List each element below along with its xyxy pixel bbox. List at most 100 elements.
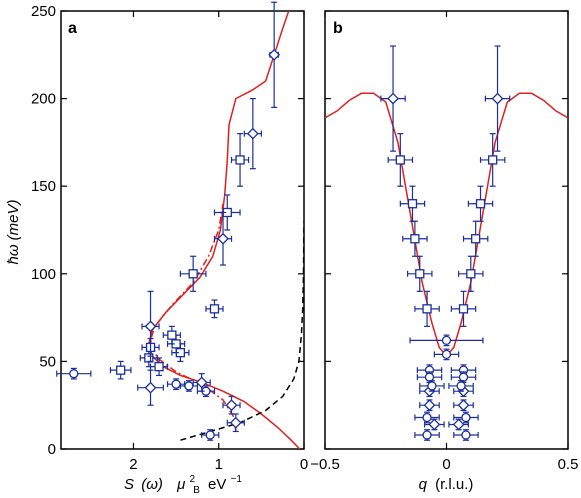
circle-marker: [427, 381, 437, 391]
panel-a-diamond-point: [213, 211, 233, 266]
panel-b-diamond-point: [453, 399, 474, 412]
panel-b-square-point: [450, 290, 477, 327]
panel-a-diamond-point: [268, 1, 281, 108]
panel-a-xtick-label: 2: [129, 456, 137, 473]
panel-b-square-point: [479, 133, 506, 187]
square-marker: [154, 362, 164, 372]
square-marker: [475, 199, 486, 209]
panel-b-circle-point: [453, 411, 479, 424]
panel-b-frame: [324, 10, 569, 450]
panel-b-label: b: [333, 20, 343, 37]
circle-marker: [69, 369, 79, 379]
panel-b-xlabel-unit: (r.l.u.): [435, 476, 473, 493]
diamond-marker: [491, 92, 504, 105]
square-marker: [144, 353, 154, 363]
panel-a-diamond-point: [222, 395, 241, 415]
panel-a-circle-point: [166, 378, 186, 391]
panel-b-data-points: [380, 45, 511, 441]
panel-a-data-points: [56, 1, 281, 441]
square-marker: [466, 269, 476, 279]
panel-a-circle-point: [179, 380, 199, 392]
square-marker: [410, 234, 420, 244]
panel-b-square-point: [407, 255, 433, 292]
panel-b-square-point: [462, 220, 489, 257]
panel-a-diamond-point: [226, 413, 245, 433]
panel-a-square-point: [205, 299, 224, 319]
diamond-marker: [387, 92, 399, 105]
panel-b-xtick-label: −0.5: [310, 456, 340, 473]
panel-a-dashed-line: [180, 221, 304, 441]
panel-b-square-point: [414, 290, 440, 327]
circle-marker: [422, 430, 432, 440]
panel-a-xlabel-unit-sup: −1: [231, 474, 243, 485]
panel-a-xlabel-s: S: [124, 476, 134, 493]
panel-a-xlabel-mu: μ: [176, 476, 185, 493]
panel-a-xlabel-mu-sub: B: [193, 485, 200, 496]
panel-b-diamond-point: [419, 399, 440, 412]
diamond-marker: [217, 232, 229, 245]
square-marker: [422, 304, 432, 314]
panel-a-xlabel-mu-sup: 2: [189, 474, 195, 485]
square-marker: [407, 199, 418, 209]
panel-a-square-point: [139, 348, 158, 368]
panel-a-circle-point: [196, 385, 216, 398]
panel-b-xlabel-q: q: [419, 476, 428, 493]
panel-a-solid-line: [148, 11, 301, 449]
panel-b-diamond-point: [484, 45, 511, 152]
panel-a-diamond-point: [137, 369, 164, 406]
panel-b-circle-point: [409, 334, 484, 347]
circle-marker: [441, 349, 452, 360]
panel-a-square-point: [230, 133, 250, 187]
square-marker: [209, 304, 220, 314]
square-marker: [116, 365, 126, 375]
panel-b-ticks: −0.5 0 0.5: [310, 10, 578, 473]
circle-marker: [171, 379, 181, 389]
panel-b-diamond-point: [380, 45, 406, 152]
panel-a-xtick-label: 1: [215, 456, 223, 473]
diamond-marker: [428, 418, 441, 431]
diamond-marker: [452, 418, 465, 431]
circle-marker: [184, 381, 194, 391]
panel-b-xlabel: q (r.l.u.): [419, 476, 474, 493]
panel-b-xtick-label: 0: [442, 456, 450, 473]
circle-marker: [461, 412, 471, 423]
panel-b-model-lines: [325, 92, 568, 358]
diamond-marker: [144, 381, 157, 394]
diamond-marker: [457, 399, 470, 412]
panel-a-ytick-label: 200: [31, 91, 56, 108]
circle-marker: [441, 335, 452, 346]
panel-b-circle-point: [448, 380, 474, 392]
diamond-marker: [195, 376, 208, 389]
diamond-marker: [229, 416, 242, 429]
circle-marker: [458, 372, 469, 382]
diamond-marker: [423, 399, 436, 412]
panel-b-circle-point: [419, 380, 445, 392]
panel-a-xlabel-unit: eV: [208, 476, 226, 493]
circle-marker: [456, 381, 466, 391]
panel-b-circle-point: [433, 348, 460, 361]
square-marker: [188, 269, 198, 279]
panel-b-square-point: [387, 133, 414, 187]
panel-a-diamond-point: [141, 290, 160, 362]
panel-a-circle-point: [56, 367, 92, 380]
square-marker: [458, 304, 469, 314]
panel-a-square-point: [179, 255, 207, 292]
panel-b-square-point: [458, 255, 484, 292]
square-marker: [235, 155, 245, 165]
panel-b-solid-line: [325, 92, 568, 358]
panel-b-circle-point: [414, 429, 440, 441]
square-marker: [415, 269, 425, 279]
circle-marker: [422, 412, 432, 423]
diamond-marker: [268, 48, 281, 61]
panel-a-xlabel-omega: (ω): [141, 476, 163, 493]
panel-b-circle-point: [453, 429, 479, 441]
panel-a-label: a: [68, 20, 77, 37]
panel-b-square-point: [402, 220, 428, 257]
panel-b-square-point: [467, 185, 494, 222]
panel-a-ytick-label: 150: [31, 178, 56, 195]
panel-a-circle-point: [201, 429, 220, 441]
square-marker: [488, 155, 498, 165]
panel-b-circle-point: [414, 411, 440, 424]
panel-a-ytick-label: 0: [48, 441, 56, 458]
